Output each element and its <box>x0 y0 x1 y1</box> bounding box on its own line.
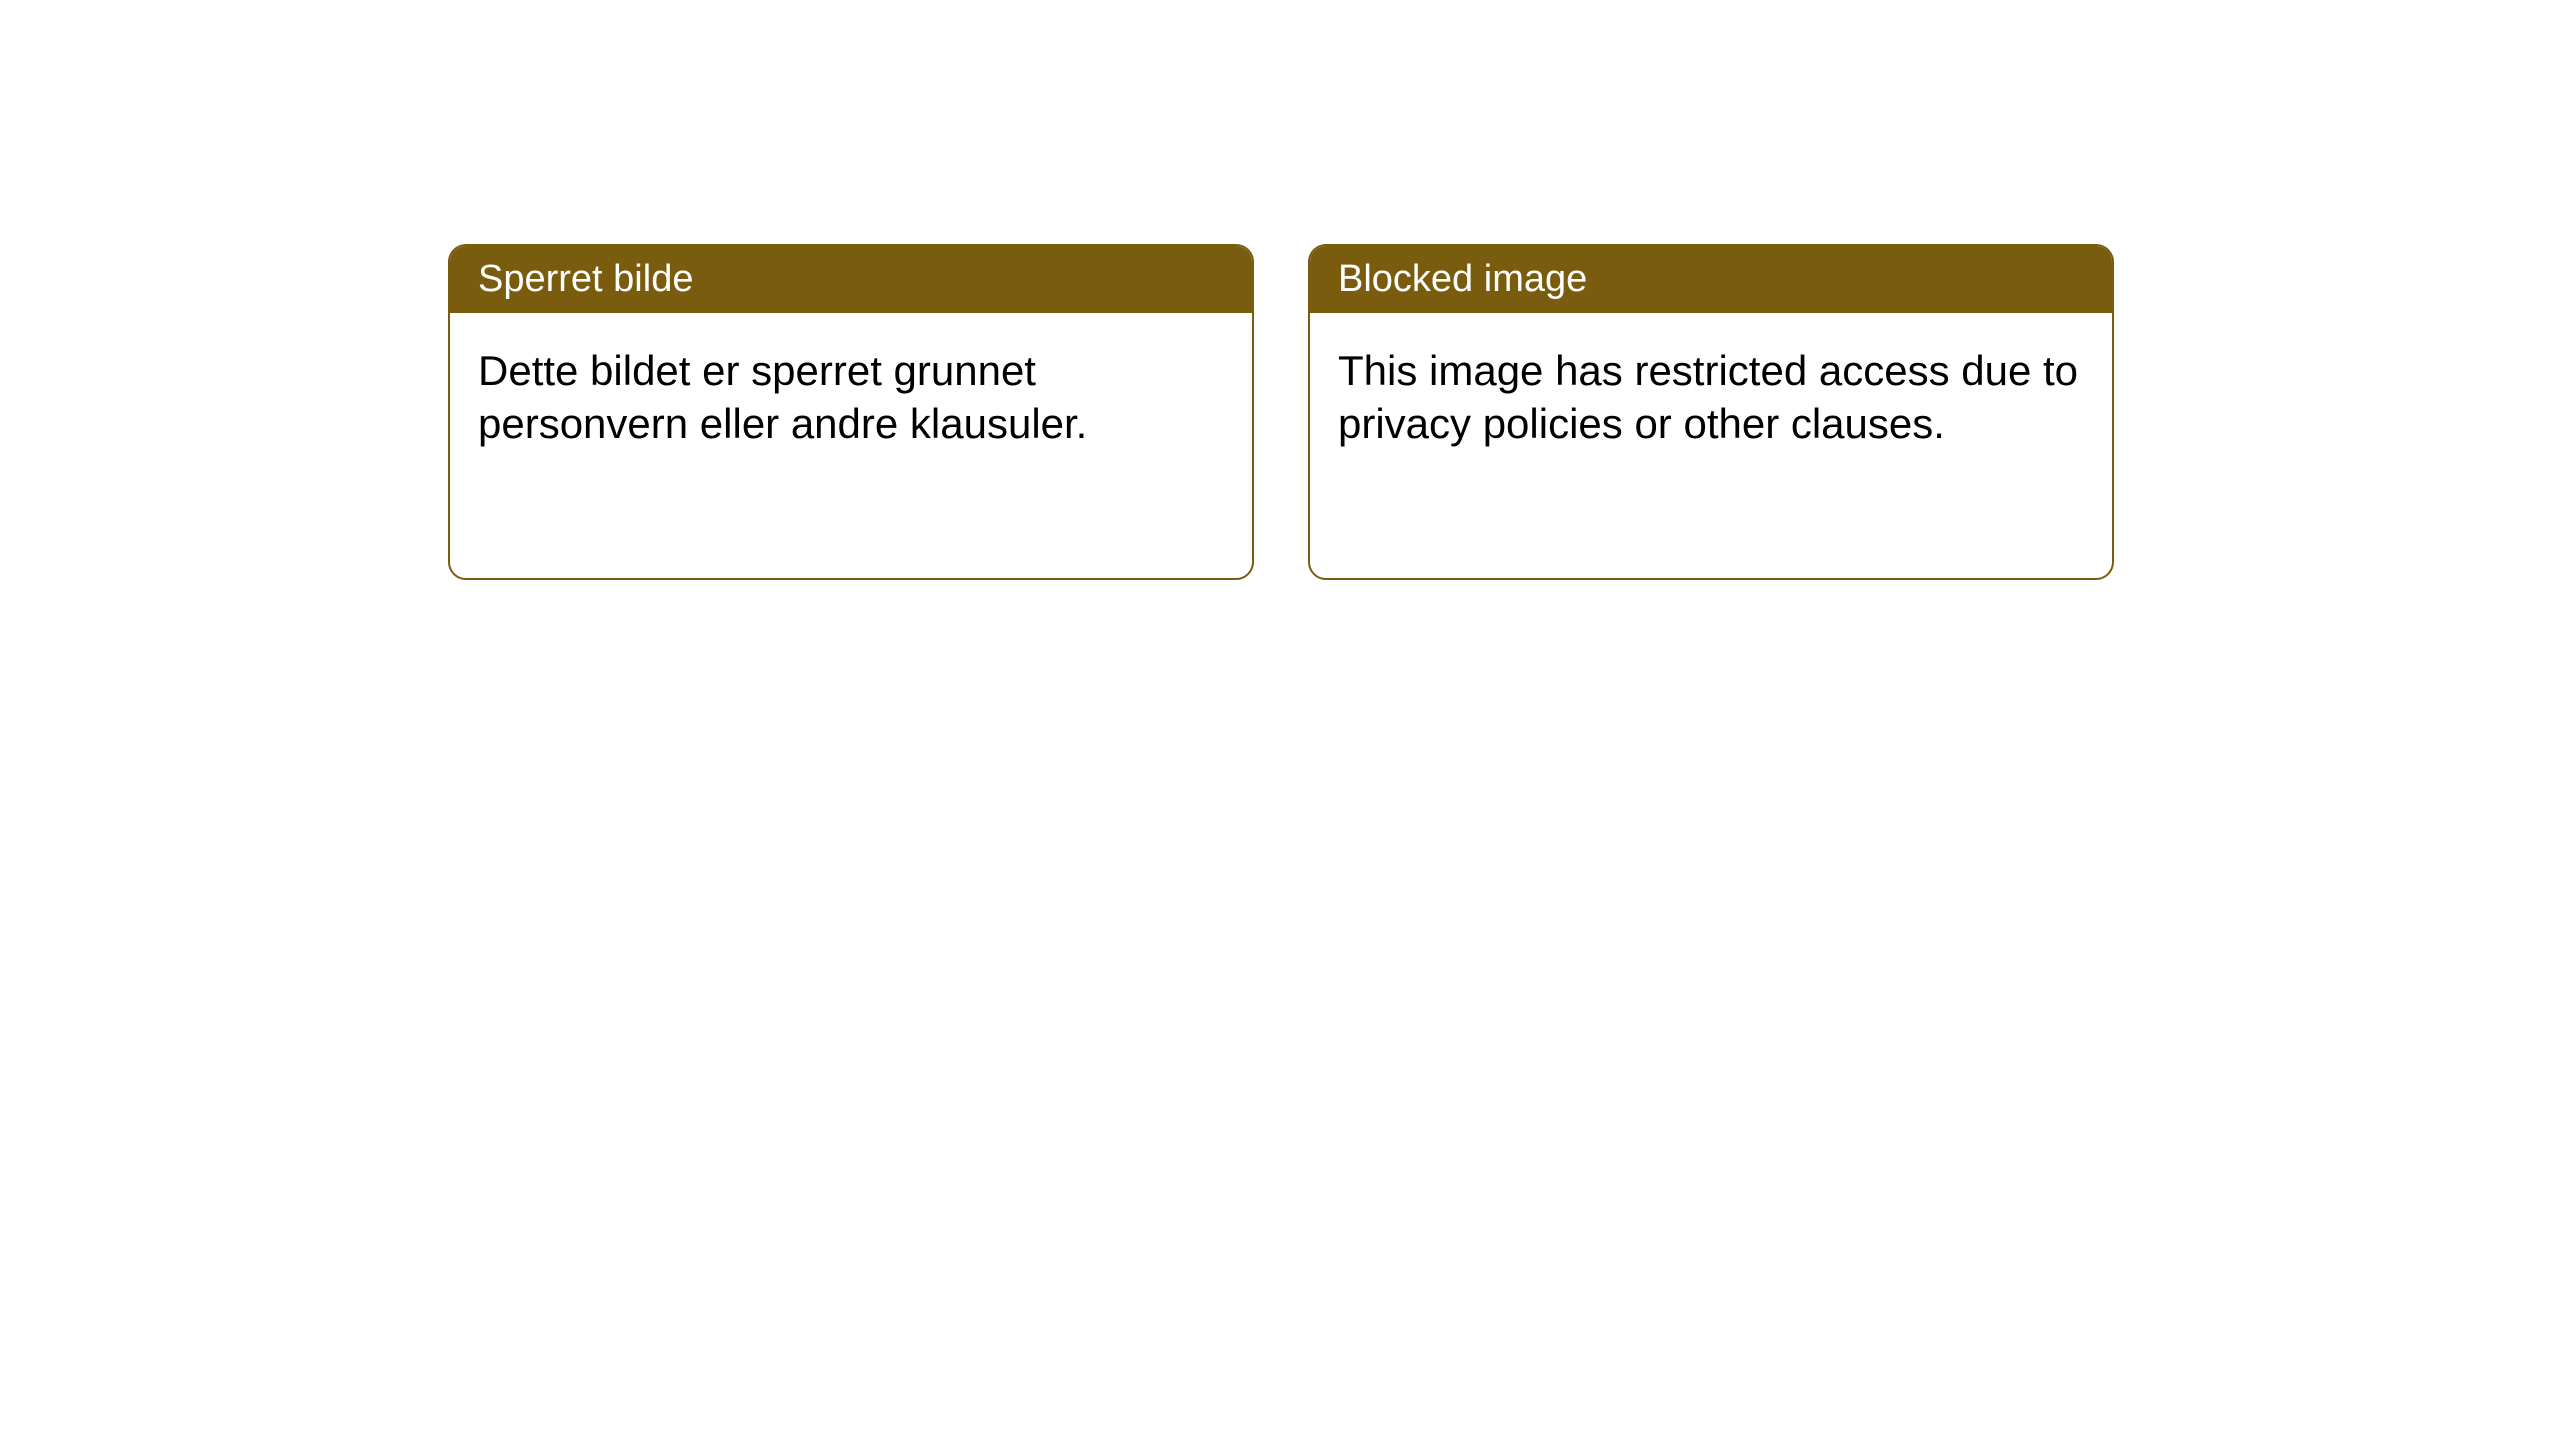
card-body: Dette bildet er sperret grunnet personve… <box>450 313 1252 482</box>
notice-card-english: Blocked image This image has restricted … <box>1308 244 2114 580</box>
card-title: Sperret bilde <box>478 258 693 300</box>
card-body: This image has restricted access due to … <box>1310 313 2112 482</box>
notice-container: Sperret bilde Dette bildet er sperret gr… <box>448 244 2114 580</box>
card-title: Blocked image <box>1338 258 1587 300</box>
card-header: Sperret bilde <box>450 246 1252 313</box>
notice-card-norwegian: Sperret bilde Dette bildet er sperret gr… <box>448 244 1254 580</box>
card-message: Dette bildet er sperret grunnet personve… <box>478 347 1087 447</box>
card-header: Blocked image <box>1310 246 2112 313</box>
card-message: This image has restricted access due to … <box>1338 347 2078 447</box>
